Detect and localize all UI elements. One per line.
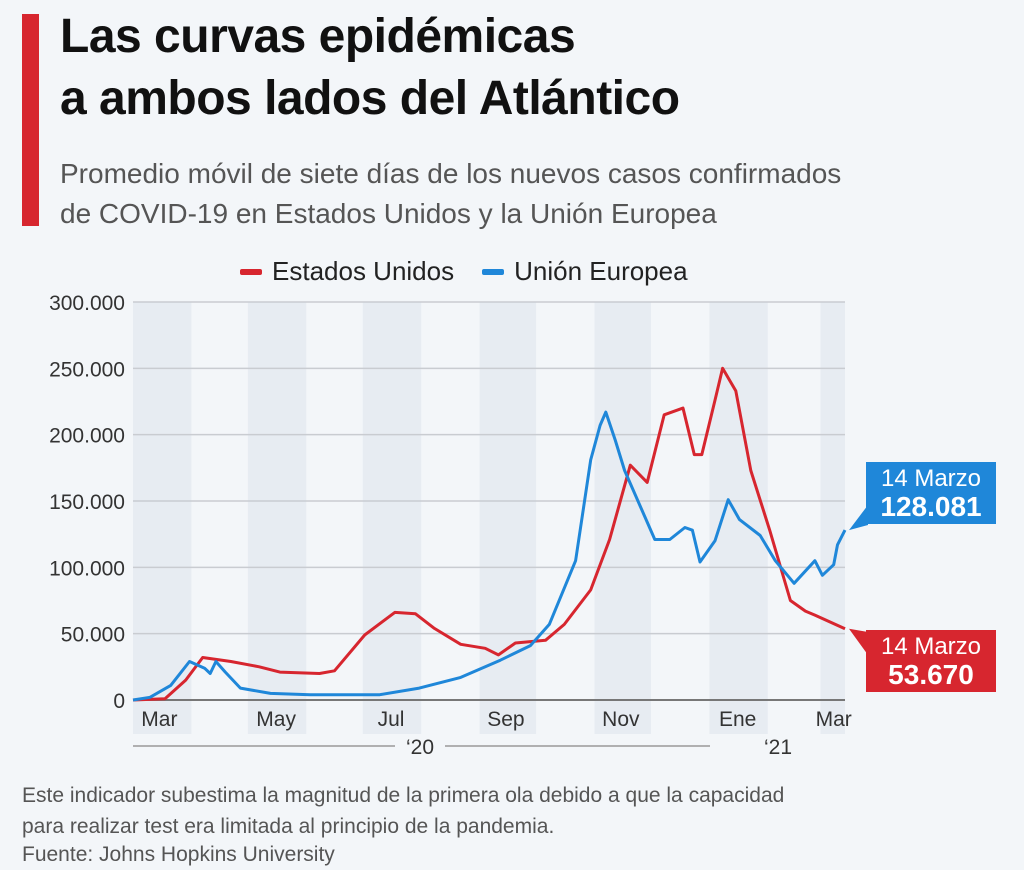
- x-tick-label: May: [256, 708, 296, 731]
- y-tick-label: 200.000: [49, 425, 125, 448]
- footnote-line-2: para realizar test era limitada al princ…: [22, 815, 555, 838]
- footnote-line-1: Este indicador subestima la magnitud de …: [22, 784, 785, 807]
- legend-item-us: Estados Unidos: [240, 256, 454, 287]
- callout-eu: 14 Marzo 128.081: [866, 462, 996, 524]
- month-band: [594, 302, 651, 734]
- title-line-2: a ambos lados del Atlántico: [60, 72, 680, 125]
- x-tick-label: Ene: [719, 708, 756, 731]
- subtitle-line-1: Promedio móvil de siete días de los nuev…: [60, 158, 842, 189]
- legend-label-eu: Unión Europea: [514, 256, 688, 286]
- callout-us: 14 Marzo 53.670: [866, 630, 996, 692]
- y-tick-label: 100.000: [49, 557, 125, 580]
- callout-us-pointer: [849, 628, 868, 655]
- y-tick-label: 150.000: [49, 491, 125, 514]
- series-line-eu: [132, 410, 847, 702]
- chart-title: Las curvas epidémicas a ambos lados del …: [60, 6, 680, 130]
- x-tick-label: Mar: [816, 708, 852, 731]
- series-line-us: [132, 366, 846, 702]
- month-band: [362, 302, 422, 734]
- x-tick-label: Mar: [141, 708, 177, 731]
- accent-bar: [22, 14, 39, 226]
- legend: Estados Unidos Unión Europea: [240, 256, 688, 287]
- callout-eu-value: 128.081: [880, 491, 982, 522]
- y-tick-label: 50.000: [61, 624, 125, 647]
- month-band: [479, 302, 537, 734]
- month-band: [247, 302, 307, 734]
- legend-swatch-eu: [482, 268, 505, 275]
- x-tick-label: Sep: [487, 708, 524, 731]
- legend-label-us: Estados Unidos: [272, 256, 455, 286]
- legend-item-eu: Unión Europea: [482, 256, 688, 287]
- month-band: [133, 302, 192, 734]
- year-label-2021: ‘21: [764, 736, 792, 759]
- y-tick-label: 250.000: [49, 358, 125, 381]
- footnote: Este indicador subestima la magnitud de …: [22, 780, 1012, 842]
- x-tick-label: Nov: [602, 708, 640, 731]
- callout-eu-date: 14 Marzo: [880, 465, 982, 492]
- callout-us-value: 53.670: [888, 659, 974, 690]
- title-line-1: Las curvas epidémicas: [60, 10, 576, 63]
- subtitle-line-2: de COVID-19 en Estados Unidos y la Unión…: [60, 198, 717, 229]
- y-tick-label: 300.000: [49, 292, 125, 315]
- x-tick-label: Jul: [378, 708, 405, 731]
- callout-eu-pointer: [849, 505, 868, 531]
- source: Fuente: Johns Hopkins University: [22, 843, 335, 866]
- month-band: [820, 302, 845, 734]
- year-label-2020: ‘20: [406, 736, 434, 759]
- y-tick-label: 0: [113, 690, 125, 713]
- legend-swatch-us: [240, 268, 262, 275]
- callout-us-date: 14 Marzo: [880, 633, 982, 660]
- chart-subtitle: Promedio móvil de siete días de los nuev…: [60, 154, 1010, 234]
